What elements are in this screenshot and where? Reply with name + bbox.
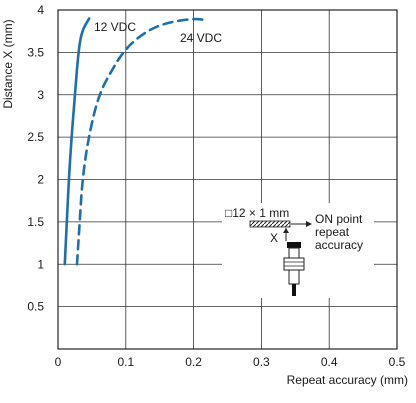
y-tick-label: 0.5 (27, 300, 44, 314)
y-tick-label: 2 (37, 173, 44, 187)
y-tick-label: 3 (37, 88, 44, 102)
y-axis-title: Distance X (mm) (1, 19, 15, 108)
x-axis-title: Repeat accuracy (mm) (287, 373, 408, 387)
series-line-24vdc (75, 17, 209, 266)
on-point-arrowhead (306, 221, 312, 227)
inset-on-point-label: ON point (315, 212, 363, 226)
x-tick-label: 0.4 (321, 355, 338, 369)
x-tick-label: 0.3 (253, 355, 270, 369)
series-line-12vdc (63, 17, 91, 266)
inset-target-label: □12 × 1 mm (225, 206, 289, 220)
x-tick-label: 0 (55, 355, 62, 369)
y-tick-label: 2.5 (27, 130, 44, 144)
proximity-sensor-icon (283, 242, 305, 296)
y-tick-label: 1 (37, 257, 44, 271)
x-tick-label: 0.5 (389, 355, 406, 369)
y-tick-label: 1.5 (27, 215, 44, 229)
inset-repeat-label: repeat (315, 225, 350, 239)
sensor-inset: □12 × 1 mm ON point repeat accuracy X (225, 206, 363, 296)
distance-x-arrowhead (283, 228, 289, 233)
y-tick-label: 3.5 (27, 45, 44, 59)
x-tick-label: 0.2 (185, 355, 202, 369)
y-tick-label: 4 (37, 3, 44, 17)
target-plate (249, 220, 291, 228)
inset-distance-label: X (270, 231, 278, 245)
series-lines (63, 17, 209, 266)
inset-accuracy-label: accuracy (315, 238, 363, 252)
plot-frame (57, 9, 398, 350)
y-tick-labels: 0.5 1 1.5 2 2.5 3 3.5 4 (27, 3, 44, 314)
x-tick-labels: 0 0.1 0.2 0.3 0.4 0.5 (55, 355, 406, 369)
series-label-24vdc: 24 VDC (180, 31, 222, 45)
x-tick-label: 0.1 (117, 355, 134, 369)
series-label-12vdc: 12 VDC (94, 20, 136, 34)
grid-lines (58, 10, 397, 349)
